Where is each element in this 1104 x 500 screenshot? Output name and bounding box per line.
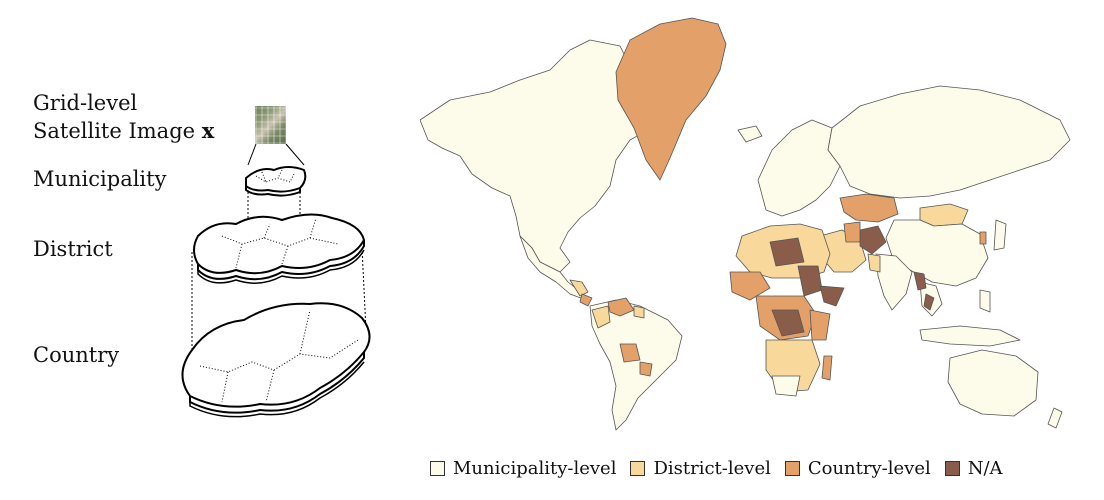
region-africa-sa bbox=[771, 375, 801, 397]
municipality-slab bbox=[245, 166, 307, 197]
legend-item-na: N/A bbox=[944, 457, 1003, 479]
legend-label: Country-level bbox=[807, 457, 931, 479]
region-africa-east bbox=[809, 309, 831, 341]
region-india bbox=[875, 253, 913, 311]
region-paraguay bbox=[639, 361, 653, 377]
region-central-country bbox=[579, 293, 593, 307]
country-slab bbox=[181, 302, 371, 418]
hierarchy-layers-graphic bbox=[181, 143, 371, 418]
region-greenland bbox=[615, 17, 727, 181]
region-kazakhstan bbox=[839, 193, 899, 223]
region-new-zealand bbox=[1047, 407, 1063, 429]
legend-item-municipality: Municipality-level bbox=[430, 458, 616, 479]
region-south-america bbox=[589, 299, 683, 431]
region-europe bbox=[757, 119, 841, 217]
region-pakistan bbox=[867, 253, 881, 273]
region-indonesia bbox=[919, 325, 1021, 347]
region-africa-drc bbox=[771, 309, 805, 337]
region-myanmar bbox=[913, 271, 927, 291]
legend-item-country: Country-level bbox=[784, 457, 931, 479]
map-legend: Municipality-level District-level Countr… bbox=[430, 454, 1090, 482]
satellite-image-thumbnail bbox=[255, 106, 286, 144]
legend-item-district: District-level bbox=[630, 457, 771, 479]
legend-swatch bbox=[784, 460, 800, 476]
region-north-america bbox=[419, 39, 656, 273]
district-slab bbox=[193, 213, 366, 284]
hierarchy-diagram: Grid-level Satellite Image x Municipalit… bbox=[0, 0, 420, 500]
connector-line bbox=[285, 143, 305, 166]
satellite-image-text: Satellite Image bbox=[33, 119, 196, 143]
legend-label: Municipality-level bbox=[453, 457, 617, 479]
region-russia bbox=[827, 85, 1071, 199]
region-australia bbox=[947, 349, 1039, 417]
region-africa-sudan bbox=[797, 265, 823, 297]
region-guianas bbox=[633, 305, 645, 319]
legend-label: N/A bbox=[967, 457, 1003, 479]
satellite-image-label: Satellite Image x bbox=[33, 118, 214, 144]
region-iran bbox=[843, 221, 861, 243]
grid-level-label: Grid-level bbox=[33, 91, 138, 115]
region-colombia bbox=[591, 305, 611, 329]
region-japan bbox=[993, 219, 1007, 251]
region-venezuela bbox=[607, 297, 635, 317]
legend-swatch bbox=[944, 460, 960, 476]
world-map bbox=[419, 10, 1080, 440]
municipality-label: Municipality bbox=[33, 167, 167, 191]
legend-label: District-level bbox=[653, 457, 771, 479]
region-afghanistan bbox=[859, 225, 887, 255]
region-thailand bbox=[923, 293, 935, 311]
region-africa-west bbox=[729, 271, 771, 301]
region-philippines bbox=[979, 289, 991, 313]
region-africa-madagascar bbox=[821, 355, 833, 381]
region-korea bbox=[979, 231, 987, 245]
district-label: District bbox=[33, 237, 113, 261]
region-africa-horn bbox=[819, 285, 845, 307]
region-iceland bbox=[737, 125, 763, 143]
country-label: Country bbox=[33, 343, 120, 367]
legend-swatch bbox=[430, 460, 445, 476]
connector-line bbox=[361, 247, 367, 331]
region-africa-libya bbox=[769, 237, 805, 267]
satellite-image-variable: x bbox=[201, 118, 215, 143]
region-central-district bbox=[569, 279, 589, 297]
legend-swatch bbox=[630, 460, 646, 476]
region-bolivia bbox=[619, 343, 641, 363]
world-map-svg bbox=[419, 17, 1071, 431]
connector-line bbox=[247, 143, 257, 166]
